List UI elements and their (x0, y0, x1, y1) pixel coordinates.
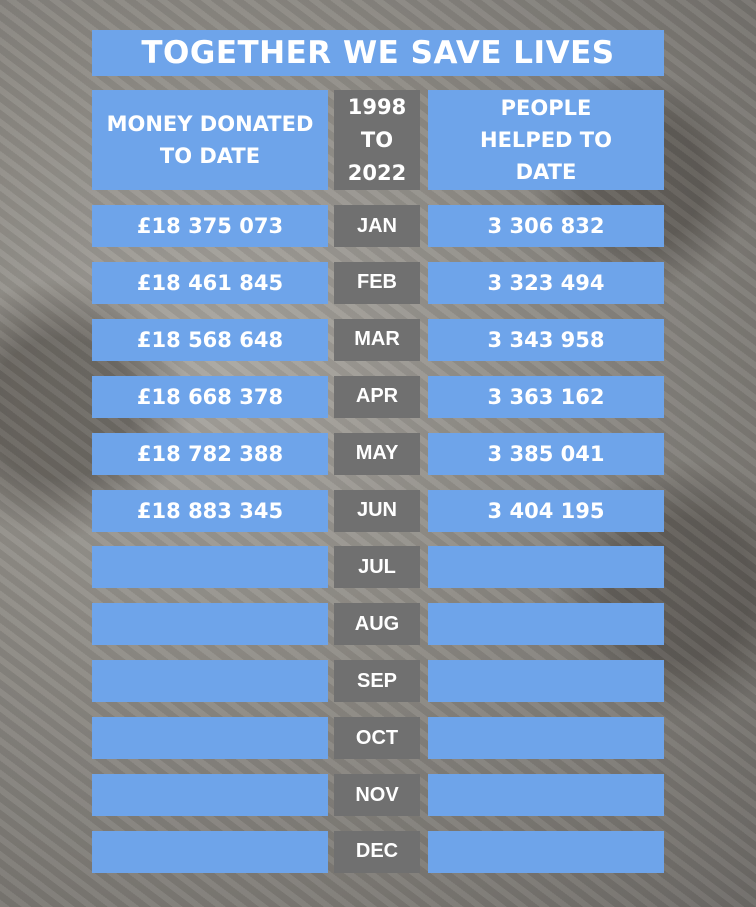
people-cell (428, 830, 664, 873)
month-cell: SEP (334, 660, 420, 703)
money-cell (92, 717, 328, 760)
money-cell: £18 568 648 (92, 318, 328, 361)
month-cell: DEC (334, 830, 420, 873)
month-cell: AUG (334, 603, 420, 646)
money-cell: £18 883 345 (92, 489, 328, 532)
month-cell: OCT (334, 717, 420, 760)
month-cell: FEB (334, 261, 420, 304)
header-people: PEOPLE HELPED TO DATE (428, 90, 664, 190)
month-cell: JAN (334, 205, 420, 247)
header-money: MONEY DONATED TO DATE (92, 90, 328, 190)
month-cell: MAY (334, 432, 420, 475)
people-cell: 3 323 494 (428, 261, 664, 304)
people-cell (428, 660, 664, 703)
people-cell: 3 363 162 (428, 375, 664, 418)
people-cell: 3 343 958 (428, 318, 664, 361)
money-cell: £18 375 073 (92, 205, 328, 247)
money-cell (92, 774, 328, 816)
month-cell: JUL (334, 546, 420, 589)
money-cell: £18 461 845 (92, 261, 328, 304)
title: TOGETHER WE SAVE LIVES (92, 30, 664, 76)
people-cell (428, 603, 664, 646)
money-cell (92, 603, 328, 646)
people-cell: 3 306 832 (428, 205, 664, 247)
people-cell (428, 546, 664, 589)
money-cell: £18 668 378 (92, 375, 328, 418)
money-cell (92, 546, 328, 589)
people-cell: 3 385 041 (428, 432, 664, 475)
money-cell: £18 782 388 (92, 432, 328, 475)
people-cell (428, 717, 664, 760)
month-cell: NOV (334, 774, 420, 816)
money-cell (92, 660, 328, 703)
month-cell: JUN (334, 489, 420, 532)
people-cell (428, 774, 664, 816)
header-years: 1998 TO 2022 (334, 90, 420, 190)
money-cell (92, 830, 328, 873)
month-cell: APR (334, 375, 420, 418)
people-cell: 3 404 195 (428, 489, 664, 532)
month-cell: MAR (334, 318, 420, 361)
